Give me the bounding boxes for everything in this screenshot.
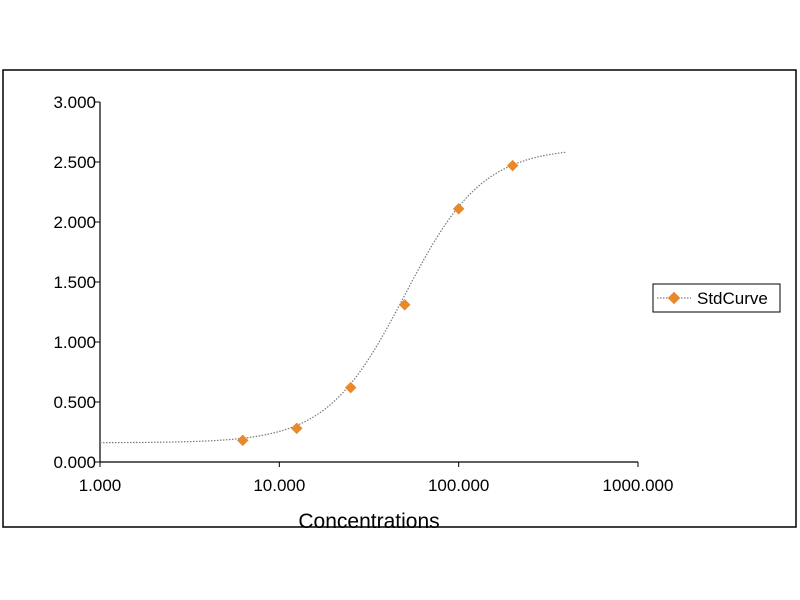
y-tick-label: 2.000 [53, 213, 96, 232]
y-tick-label: 2.500 [53, 153, 96, 172]
legend-marker [667, 291, 681, 305]
x-axis-title: Concentrations [298, 510, 439, 533]
data-point [236, 434, 249, 447]
plot-area: 0.000 0.500 1.000 1.500 2.000 2.500 3.000 1.000… [53, 93, 673, 495]
y-tick-label: 1.500 [53, 273, 96, 292]
y-tick-label: 3.000 [53, 93, 96, 112]
data-point [452, 202, 465, 215]
y-tick-label: 0.000 [53, 453, 96, 472]
x-tick-label: 1.000 [79, 476, 122, 495]
fit-curve [99, 151, 567, 444]
legend-label-stdcurve: StdCurve [697, 289, 768, 308]
y-tick-label: 0.500 [53, 393, 96, 412]
x-tick-label: 1000.000 [603, 476, 674, 495]
x-tick-label: 10.000 [253, 476, 305, 495]
data-point [344, 381, 357, 394]
data-point [506, 159, 519, 172]
data-point [398, 298, 411, 311]
x-tick-label: 100.000 [428, 476, 489, 495]
data-point [290, 422, 303, 435]
legend: StdCurve [652, 283, 781, 313]
y-tick-label: 1.000 [53, 333, 96, 352]
